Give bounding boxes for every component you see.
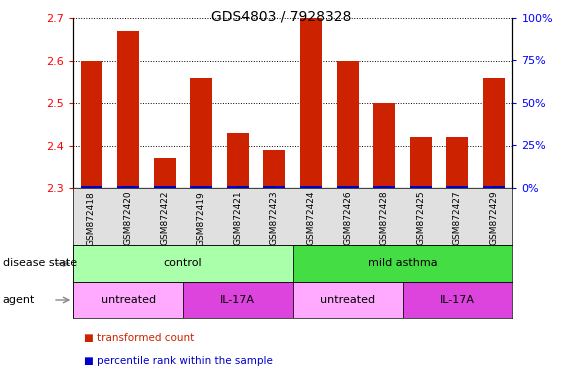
Bar	[300, 186, 322, 188]
Text: IL-17A: IL-17A	[220, 295, 256, 305]
Bar	[293, 245, 512, 282]
Text: GSM872418: GSM872418	[87, 191, 96, 246]
Bar	[373, 103, 395, 188]
Text: GSM872423: GSM872423	[270, 191, 279, 245]
Text: untreated: untreated	[101, 295, 155, 305]
Bar	[446, 137, 468, 188]
Text: GSM872426: GSM872426	[343, 191, 352, 245]
Bar	[183, 282, 293, 318]
Text: GSM872419: GSM872419	[197, 191, 205, 246]
Bar	[117, 186, 139, 188]
Text: IL-17A: IL-17A	[440, 295, 475, 305]
Text: GSM872420: GSM872420	[124, 191, 132, 245]
Text: GDS4803 / 7928328: GDS4803 / 7928328	[211, 10, 352, 23]
Text: GSM872424: GSM872424	[307, 191, 315, 245]
Bar	[190, 78, 212, 188]
Bar	[410, 186, 432, 188]
Text: control: control	[164, 258, 202, 268]
Bar	[154, 186, 176, 188]
Bar	[81, 186, 102, 188]
Bar	[337, 186, 359, 188]
Bar	[190, 186, 212, 188]
Bar	[81, 61, 102, 188]
Bar	[373, 186, 395, 188]
Text: GSM872425: GSM872425	[417, 191, 425, 245]
Bar	[263, 150, 285, 188]
Text: ■ percentile rank within the sample: ■ percentile rank within the sample	[84, 356, 273, 366]
Text: GSM872428: GSM872428	[380, 191, 388, 245]
Text: mild asthma: mild asthma	[368, 258, 437, 268]
Text: GSM872422: GSM872422	[160, 191, 169, 245]
Bar	[483, 78, 505, 188]
Bar	[293, 282, 403, 318]
Bar	[410, 137, 432, 188]
Text: agent: agent	[3, 295, 35, 305]
Bar	[154, 158, 176, 188]
Bar	[227, 186, 249, 188]
Bar	[300, 18, 322, 188]
Bar	[73, 282, 183, 318]
Bar	[73, 245, 293, 282]
Text: GSM872421: GSM872421	[234, 191, 242, 245]
Bar	[227, 133, 249, 188]
Bar	[263, 186, 285, 188]
Text: untreated: untreated	[320, 295, 375, 305]
Bar	[403, 282, 512, 318]
Bar	[446, 186, 468, 188]
Text: ■ transformed count: ■ transformed count	[84, 333, 195, 343]
Bar	[117, 31, 139, 188]
Bar	[337, 61, 359, 188]
Text: GSM872429: GSM872429	[490, 191, 498, 245]
Text: disease state: disease state	[3, 258, 77, 268]
Bar	[483, 186, 505, 188]
Text: GSM872427: GSM872427	[453, 191, 462, 245]
